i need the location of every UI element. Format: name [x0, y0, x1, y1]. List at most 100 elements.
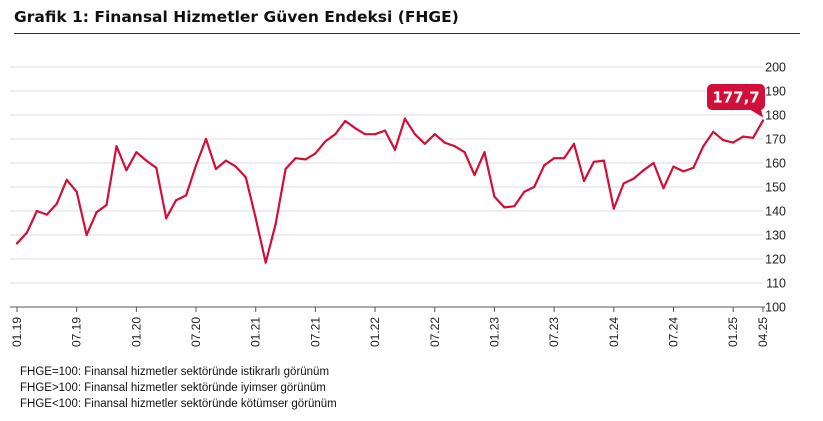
data-point: [294, 157, 297, 160]
data-point: [533, 185, 536, 189]
data-point: [224, 159, 227, 162]
data-point: [184, 194, 188, 197]
chart-notes: FHGE=100: Finansal hizmetler sektöründe …: [20, 364, 337, 412]
title-divider: [14, 33, 800, 34]
data-point: [662, 187, 665, 190]
data-point: [761, 119, 765, 122]
data-point: [463, 151, 466, 154]
data-point: [354, 127, 357, 130]
data-point: [672, 165, 675, 168]
data-point: [35, 209, 38, 213]
data-point: [304, 158, 307, 161]
data-point: [214, 167, 218, 171]
data-point: [433, 133, 436, 136]
data-point: [264, 261, 267, 264]
data-point: [692, 166, 695, 169]
data-point: [553, 157, 556, 160]
note-pessimistic: FHGE<100: Finansal hizmetler sektöründe …: [20, 398, 337, 410]
data-point: [155, 166, 158, 169]
data-point: [742, 135, 745, 138]
data-point: [523, 190, 526, 193]
y-tick-label: 140: [765, 205, 786, 219]
y-tick-label: 170: [765, 133, 786, 147]
data-point: [453, 145, 456, 148]
y-tick-label: 120: [765, 253, 786, 267]
data-point: [732, 141, 735, 144]
data-point: [612, 207, 615, 210]
data-point: [234, 165, 237, 168]
x-tick-label: 07.19: [70, 317, 84, 347]
x-tick-label: 01.22: [368, 317, 382, 347]
data-point: [722, 139, 725, 142]
data-point: [175, 199, 178, 202]
data-point: [45, 213, 48, 216]
data-point: [135, 151, 138, 154]
data-point: [95, 211, 98, 214]
data-point: [194, 164, 198, 167]
data-point: [483, 151, 486, 154]
data-point: [572, 142, 576, 145]
data-point: [373, 133, 377, 136]
data-point: [15, 242, 19, 245]
data-point: [204, 137, 208, 141]
data-point: [115, 145, 118, 148]
data-point: [622, 182, 625, 185]
data-point: [324, 140, 327, 143]
data-point: [284, 167, 287, 171]
data-point: [443, 141, 446, 144]
data-point: [702, 145, 705, 148]
data-point: [65, 178, 68, 181]
data-point: [383, 129, 387, 132]
chart-title: Grafik 1: Finansal Hizmetler Güven Endek…: [14, 8, 459, 26]
data-point: [314, 152, 317, 155]
data-point: [344, 119, 347, 123]
data-point: [652, 161, 655, 165]
data-point: [602, 159, 605, 162]
y-tick-label: 110: [766, 277, 786, 291]
x-tick-label: 01.23: [487, 317, 501, 347]
data-point: [682, 170, 685, 173]
data-point: [393, 148, 397, 151]
data-point: [712, 130, 715, 133]
x-tick-label: 07.22: [428, 317, 442, 347]
data-point: [75, 190, 78, 193]
note-optimistic: FHGE>100: Finansal hizmetler sektöründe …: [20, 382, 326, 394]
data-point: [582, 179, 586, 183]
x-tick-label: 01.20: [129, 317, 143, 347]
y-tick-label: 190: [765, 85, 786, 99]
data-point: [364, 133, 367, 136]
y-tick-label: 130: [765, 229, 786, 243]
x-tick-label: 01.21: [249, 317, 263, 347]
data-point: [145, 159, 148, 162]
y-tick-label: 160: [765, 157, 786, 171]
y-tick-label: 180: [765, 109, 786, 123]
data-point: [244, 176, 247, 179]
note-stable: FHGE=100: Finansal hizmetler sektöründe …: [20, 366, 330, 378]
x-tick-label: 07.20: [189, 317, 203, 347]
data-point: [403, 117, 407, 120]
data-point: [55, 202, 58, 205]
data-point: [642, 169, 645, 172]
data-point: [25, 231, 29, 234]
callout-label: 177,7: [712, 89, 759, 107]
data-point: [543, 164, 546, 167]
data-point: [165, 217, 168, 220]
y-tick-label: 100: [765, 301, 786, 315]
data-point: [254, 217, 257, 220]
data-point: [592, 160, 596, 163]
x-tick-label: 01.19: [10, 317, 24, 347]
x-tick-label: 07.24: [666, 317, 680, 347]
data-point: [413, 133, 416, 136]
x-tick-label: 04.25: [756, 317, 770, 347]
callout-pointer: [749, 109, 763, 118]
data-point: [632, 177, 635, 180]
data-point: [493, 195, 496, 198]
data-point: [334, 133, 337, 136]
series-line: [15, 117, 765, 264]
x-tick-label: 01.24: [607, 317, 621, 347]
y-tick-label: 150: [765, 181, 786, 195]
data-point: [423, 142, 426, 145]
data-point: [751, 136, 755, 139]
data-point: [503, 206, 506, 209]
